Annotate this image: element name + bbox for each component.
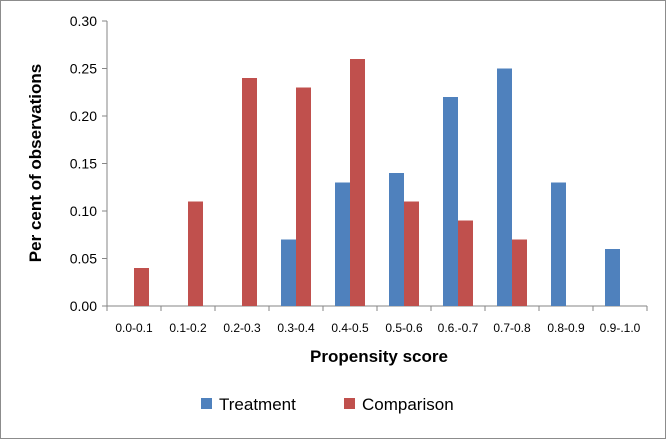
bar-treatment-0.4-0.5 [335, 182, 350, 306]
bar-comparison-0.7-0.8 [512, 239, 527, 306]
y-tick-label: 0.25 [70, 61, 97, 77]
x-axis-title: Propensity score [310, 347, 448, 366]
bar-treatment-0.6.-0.7 [443, 97, 458, 306]
y-tick-label: 0.10 [70, 203, 97, 219]
bar-comparison-0.5-0.6 [404, 201, 419, 306]
legend: Treatment Comparison [201, 395, 454, 414]
y-tick-label: 0.05 [70, 251, 97, 267]
y-tick-label: 0.00 [70, 298, 97, 314]
bar-comparison-0.2-0.3 [242, 78, 257, 306]
x-tick-label: 0.7-0.8 [493, 321, 531, 335]
x-tick-label: 0.0-0.1 [115, 321, 153, 335]
bar-comparison-0.3-0.4 [296, 87, 311, 306]
x-tick-label: 0.5-0.6 [385, 321, 423, 335]
legend-swatch-treatment [201, 398, 212, 409]
bar-comparison-0.6.-0.7 [458, 220, 473, 306]
x-tick-label: 0.4-0.5 [331, 321, 369, 335]
y-axis: 0.00 0.05 0.10 0.15 0.20 0.25 0.30 [70, 13, 108, 314]
y-tick-label: 0.15 [70, 156, 97, 172]
bar-treatment-0.9-.1.0 [605, 249, 620, 306]
x-tick-label: 0.6.-0.7 [438, 321, 479, 335]
y-axis-title: Per cent of observations [26, 64, 45, 262]
bar-comparison-0.0-0.1 [134, 268, 149, 306]
bars [134, 59, 620, 306]
x-tick-label: 0.9-.1.0 [600, 321, 641, 335]
legend-label-treatment: Treatment [219, 395, 296, 414]
x-tick-label: 0.8-0.9 [547, 321, 585, 335]
x-tick-label: 0.2-0.3 [223, 321, 261, 335]
bar-treatment-0.5-0.6 [389, 173, 404, 306]
x-tick-label: 0.1-0.2 [169, 321, 207, 335]
bar-comparison-0.4-0.5 [350, 59, 365, 306]
bar-treatment-0.3-0.4 [281, 239, 296, 306]
y-tick-label: 0.30 [70, 13, 97, 29]
bar-treatment-0.7-0.8 [497, 68, 512, 306]
bar-comparison-0.1-0.2 [188, 201, 203, 306]
bar-treatment-0.8-0.9 [551, 182, 566, 306]
y-tick-label: 0.20 [70, 108, 97, 124]
x-axis: 0.0-0.1 0.1-0.2 0.2-0.3 0.3-0.4 0.4-0.5 0.5-0… [106, 305, 648, 335]
legend-swatch-comparison [344, 398, 355, 409]
x-tick-label: 0.3-0.4 [277, 321, 315, 335]
legend-label-comparison: Comparison [362, 395, 454, 414]
